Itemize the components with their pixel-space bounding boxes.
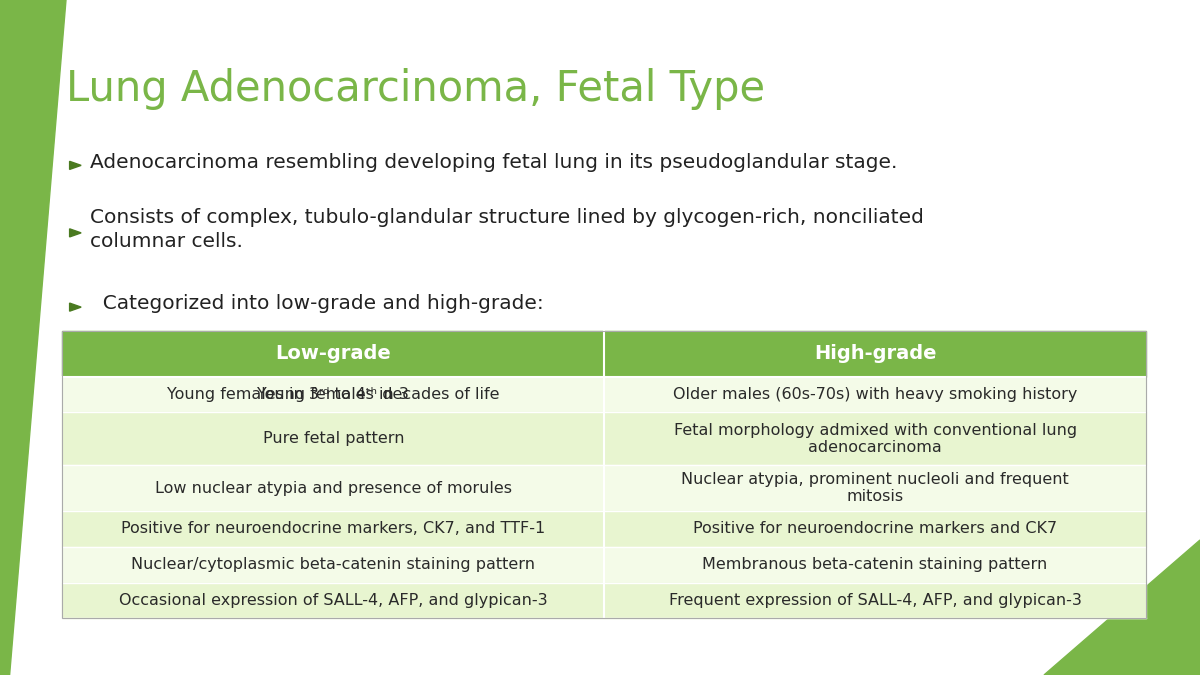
Bar <box>604 412 1146 465</box>
Polygon shape <box>70 303 82 311</box>
Bar <box>604 377 1146 412</box>
Polygon shape <box>0 0 66 675</box>
Bar <box>62 331 604 377</box>
Text: Low-grade: Low-grade <box>276 344 391 363</box>
Bar <box>62 465 604 511</box>
Bar <box>604 547 1146 583</box>
Text: Positive for neuroendocrine markers, CK7, and TTF-1: Positive for neuroendocrine markers, CK7… <box>121 521 546 537</box>
Bar <box>62 511 604 547</box>
Bar <box>604 331 1146 377</box>
Text: Categorized into low-grade and high-grade:: Categorized into low-grade and high-grad… <box>90 294 544 313</box>
Polygon shape <box>1044 540 1200 675</box>
Text: Membranous beta-catenin staining pattern: Membranous beta-catenin staining pattern <box>702 557 1048 572</box>
Bar <box>604 583 1146 618</box>
Text: Adenocarcinoma resembling developing fetal lung in its pseudoglandular stage.: Adenocarcinoma resembling developing fet… <box>90 153 898 171</box>
Text: Consists of complex, tubulo-glandular structure lined by glycogen-rich, noncilia: Consists of complex, tubulo-glandular st… <box>90 209 924 250</box>
Text: Older males (60s-70s) with heavy smoking history: Older males (60s-70s) with heavy smoking… <box>673 387 1078 402</box>
Polygon shape <box>70 161 82 169</box>
Text: High-grade: High-grade <box>814 344 936 363</box>
Text: Nuclear/cytoplasmic beta-catenin staining pattern: Nuclear/cytoplasmic beta-catenin stainin… <box>131 557 535 572</box>
Text: Frequent expression of SALL-4, AFP, and glypican-3: Frequent expression of SALL-4, AFP, and … <box>668 593 1081 608</box>
Text: Nuclear atypia, prominent nucleoli and frequent
mitosis: Nuclear atypia, prominent nucleoli and f… <box>682 472 1069 504</box>
Bar <box>62 412 604 465</box>
Bar <box>62 583 604 618</box>
Text: Fetal morphology admixed with conventional lung
adenocarcinoma: Fetal morphology admixed with convention… <box>673 423 1076 455</box>
Bar <box>62 547 604 583</box>
Polygon shape <box>70 229 82 237</box>
Text: Low nuclear atypia and presence of morules: Low nuclear atypia and presence of morul… <box>155 481 512 495</box>
Text: Lung Adenocarcinoma, Fetal Type: Lung Adenocarcinoma, Fetal Type <box>66 68 766 109</box>
Bar <box>62 331 1146 618</box>
Bar <box>62 377 604 412</box>
Text: Positive for neuroendocrine markers and CK7: Positive for neuroendocrine markers and … <box>694 521 1057 537</box>
Text: Occasional expression of SALL-4, AFP, and glypican-3: Occasional expression of SALL-4, AFP, an… <box>119 593 547 608</box>
Text: Pure fetal pattern: Pure fetal pattern <box>263 431 404 446</box>
Text: Young females in 3: Young females in 3 <box>257 387 409 402</box>
Bar <box>604 465 1146 511</box>
Bar <box>604 511 1146 547</box>
Text: Young females in 3ʳᵈ to 4ᵗʰ decades of life: Young females in 3ʳᵈ to 4ᵗʰ decades of l… <box>167 387 499 402</box>
